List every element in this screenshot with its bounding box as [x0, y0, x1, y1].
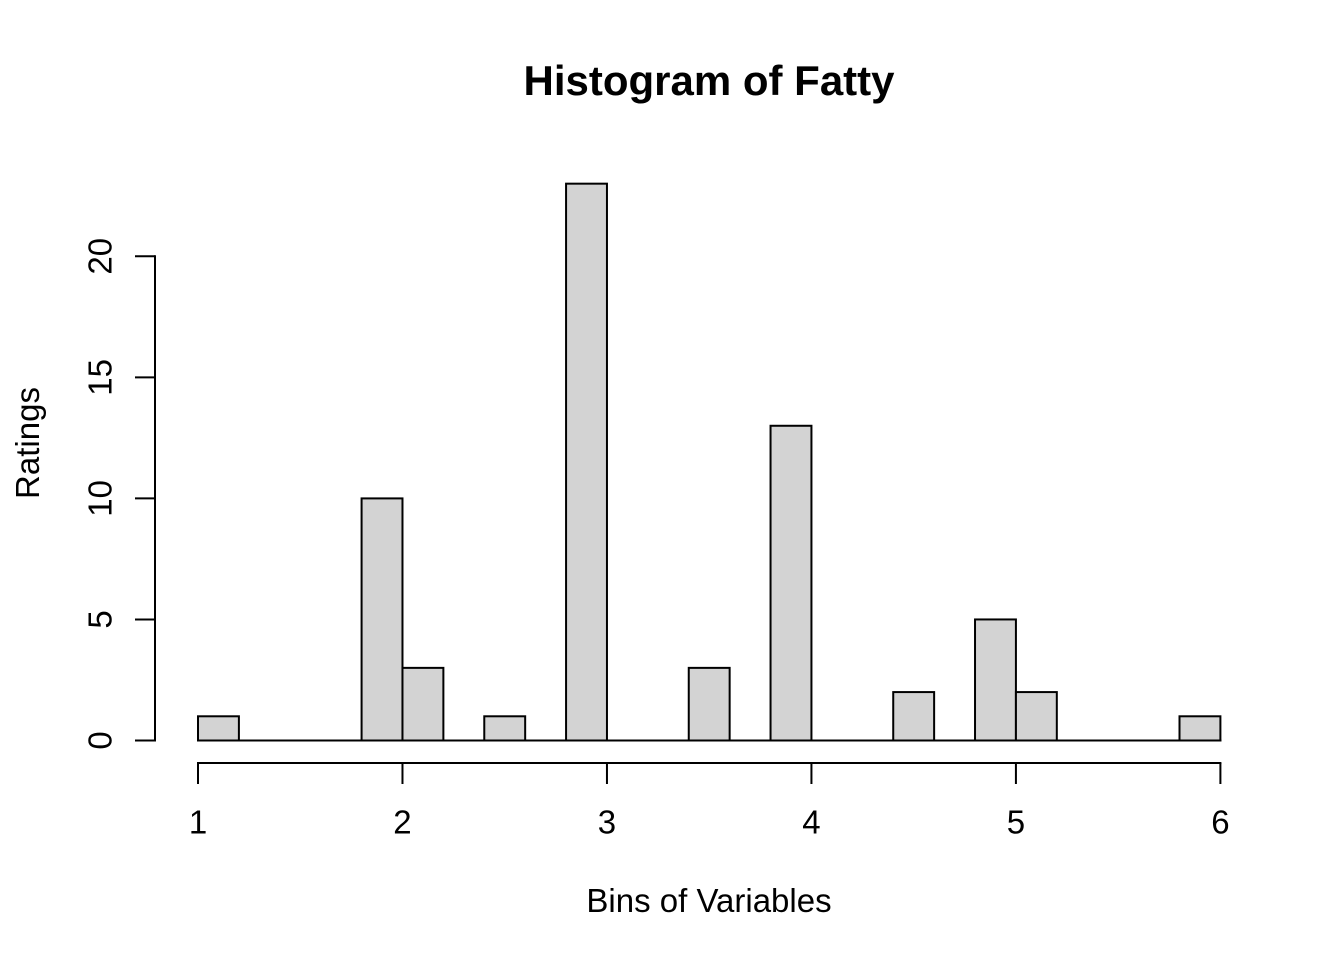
histogram-bar [687, 666, 731, 742]
histogram-bar [769, 424, 813, 742]
histogram-bar [892, 691, 936, 742]
y-tick-label: 20 [82, 238, 119, 275]
histogram-bar [483, 715, 527, 742]
chart-title: Histogram of Fatty [523, 57, 895, 104]
y-tick-label: 5 [82, 610, 119, 628]
x-tick-label: 6 [1211, 804, 1229, 841]
histogram-bar [401, 666, 445, 742]
x-tick-label: 1 [189, 804, 207, 841]
y-tick-label: 15 [82, 359, 119, 396]
histogram-bar [565, 182, 608, 742]
x-tick-label: 5 [1007, 804, 1025, 841]
x-tick-label: 4 [802, 804, 820, 841]
histogram-bar [974, 618, 1017, 742]
y-tick-label: 0 [82, 731, 119, 749]
histogram-bar [1014, 691, 1058, 742]
y-tick-label: 10 [82, 480, 119, 517]
histogram-bar [1178, 715, 1222, 742]
x-tick-label: 2 [393, 804, 411, 841]
x-axis-label: Bins of Variables [586, 882, 832, 919]
histogram-bar [197, 715, 240, 742]
x-tick-label: 3 [598, 804, 616, 841]
histogram-bar [360, 497, 404, 742]
